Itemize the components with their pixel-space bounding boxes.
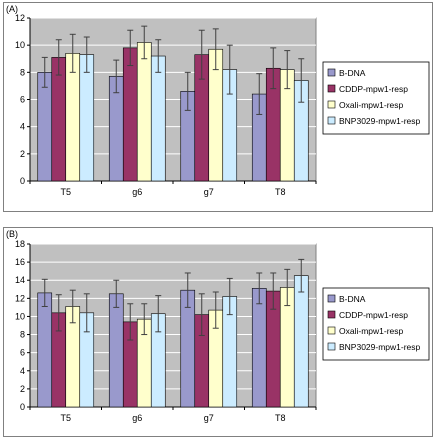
legend-swatch [327,116,336,125]
legend-label: BNP3029-mpw1-resp [339,342,421,352]
y-tick-label: 8 [20,330,25,340]
bar-BNP3029-mpw1-resp-T5 [79,54,95,182]
legend-label: CDDP-mpw1-resp [339,310,408,320]
y-tick-label: 8 [20,67,25,77]
legend-label: CDDP-mpw1-resp [339,84,408,94]
bar-CDDP-mpw1-resp-g6 [122,47,138,182]
legend-label: BNP3029-mpw1-resp [339,116,421,126]
legend-label: B-DNA [339,68,366,78]
panel-label: (A) [6,4,18,14]
panel-label: (B) [6,229,18,239]
legend-swatch [327,342,336,351]
legend-swatch [327,310,336,319]
x-tick-label: g7 [204,187,214,197]
y-tick-label: 12 [15,293,25,303]
chart-panel-1: (A) 0 2 4 6 8 10 12 T5 g6 g7 T8 B-DNA CDDP-mpw1-resp O… [3,2,433,212]
bar-BNP3029-mpw1-resp-T8 [293,275,309,408]
y-tick-label: 12 [15,13,25,23]
bar-B-DNA-T5 [37,72,53,182]
x-tick-label: T5 [60,187,71,197]
x-tick-label: T8 [275,413,286,423]
legend-swatch [327,326,336,335]
y-tick-label: 4 [20,122,25,132]
legend-swatch [327,294,336,303]
x-tick-label: g6 [132,187,142,197]
y-tick-label: 14 [15,275,25,285]
y-tick-label: 18 [15,239,25,249]
y-tick-label: 16 [15,257,25,267]
legend-box [322,287,430,361]
x-tick-label: T5 [60,413,71,423]
legend-swatch [327,84,336,93]
chart-panel-2: (B) 0 2 4 6 8 10 12 14 16 18 T5 g6 g7 T8 B-DNA CDDP-mpw1… [3,227,433,437]
bar-B-DNA-g6 [108,293,124,408]
legend-box [322,61,430,135]
bar-CDDP-mpw1-resp-T5 [51,57,67,182]
bar-B-DNA-T5 [37,292,53,408]
bar-B-DNA-T8 [251,288,267,408]
y-tick-label: 0 [20,402,25,412]
x-tick-label: g6 [132,413,142,423]
bar-Oxali-mpw1-resp-g6 [136,42,152,182]
bar-BNP3029-mpw1-resp-g6 [150,55,166,182]
y-tick-label: 2 [20,149,25,159]
x-tick-label: g7 [204,413,214,423]
y-tick-label: 10 [15,311,25,321]
y-tick-label: 4 [20,366,25,376]
legend-swatch [327,100,336,109]
y-tick-label: 2 [20,384,25,394]
legend-label: B-DNA [339,294,366,304]
y-tick-label: 6 [20,95,25,105]
legend-swatch [327,68,336,77]
x-tick-label: T8 [275,187,286,197]
legend: B-DNA CDDP-mpw1-resp Oxali-mpw1-resp BNP302… [322,61,430,135]
y-tick-label: 6 [20,348,25,358]
legend-label: Oxali-mpw1-resp [339,100,404,110]
y-tick-label: 0 [20,176,25,186]
y-tick-label: 10 [15,40,25,50]
legend: B-DNA CDDP-mpw1-resp Oxali-mpw1-resp BNP302… [322,287,430,361]
legend-label: Oxali-mpw1-resp [339,326,404,336]
